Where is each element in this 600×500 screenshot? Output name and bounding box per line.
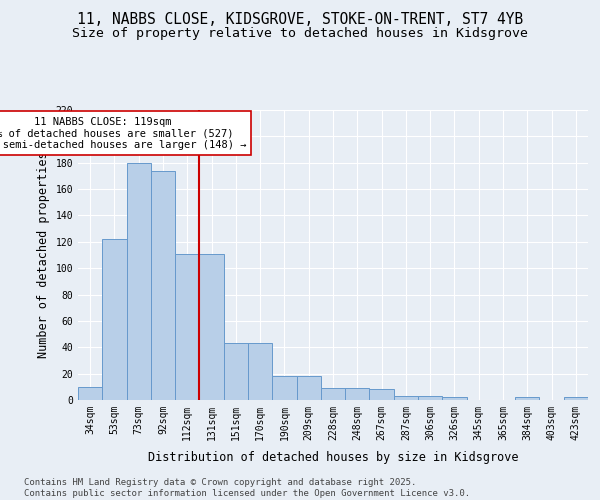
Bar (224, 344, 248, 400)
Bar (394, 396, 418, 400)
Bar (102, 239, 127, 400)
Text: 11, NABBS CLOSE, KIDSGROVE, STOKE-ON-TRENT, ST7 4YB: 11, NABBS CLOSE, KIDSGROVE, STOKE-ON-TRE… (77, 12, 523, 28)
Bar (199, 254, 224, 400)
Bar (78, 387, 102, 400)
Bar (296, 376, 321, 400)
Bar (442, 398, 467, 400)
Text: Size of property relative to detached houses in Kidsgrove: Size of property relative to detached ho… (72, 28, 528, 40)
Bar (175, 254, 199, 400)
Bar (248, 344, 272, 400)
Text: Contains HM Land Registry data © Crown copyright and database right 2025.
Contai: Contains HM Land Registry data © Crown c… (24, 478, 470, 498)
Bar (418, 396, 442, 400)
Y-axis label: Number of detached properties: Number of detached properties (37, 152, 50, 358)
Bar (515, 398, 539, 400)
Bar (151, 170, 175, 400)
Bar (127, 162, 151, 400)
Text: 11 NABBS CLOSE: 119sqm
← 78% of detached houses are smaller (527)
22% of semi-de: 11 NABBS CLOSE: 119sqm ← 78% of detached… (0, 116, 246, 150)
Bar (370, 390, 394, 400)
Bar (345, 388, 370, 400)
Bar (272, 376, 296, 400)
Bar (321, 388, 345, 400)
Bar (564, 398, 588, 400)
X-axis label: Distribution of detached houses by size in Kidsgrove: Distribution of detached houses by size … (148, 451, 518, 464)
